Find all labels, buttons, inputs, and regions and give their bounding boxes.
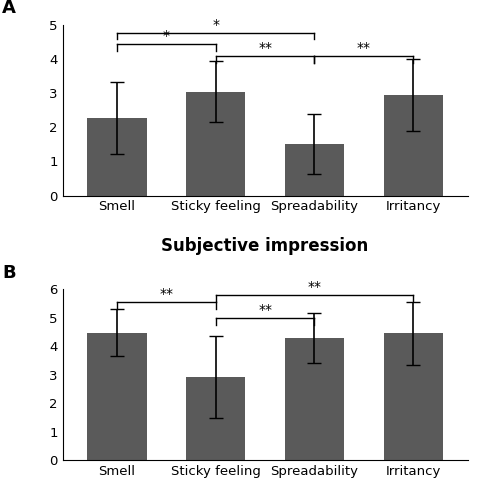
Text: *: * xyxy=(163,29,170,43)
Text: B: B xyxy=(2,264,15,282)
Text: **: ** xyxy=(258,41,272,55)
Text: **: ** xyxy=(160,288,174,302)
Title: Subjective impression: Subjective impression xyxy=(161,236,369,254)
Text: *: * xyxy=(212,18,219,32)
Text: A: A xyxy=(2,0,16,18)
Bar xyxy=(384,334,443,460)
Bar xyxy=(384,95,443,196)
Text: **: ** xyxy=(258,303,272,317)
Bar xyxy=(87,118,147,196)
Text: **: ** xyxy=(357,41,371,55)
Bar xyxy=(285,338,344,460)
Bar xyxy=(186,377,245,460)
Text: **: ** xyxy=(308,280,321,293)
Bar xyxy=(285,144,344,196)
Bar xyxy=(186,92,245,196)
Bar xyxy=(87,332,147,460)
